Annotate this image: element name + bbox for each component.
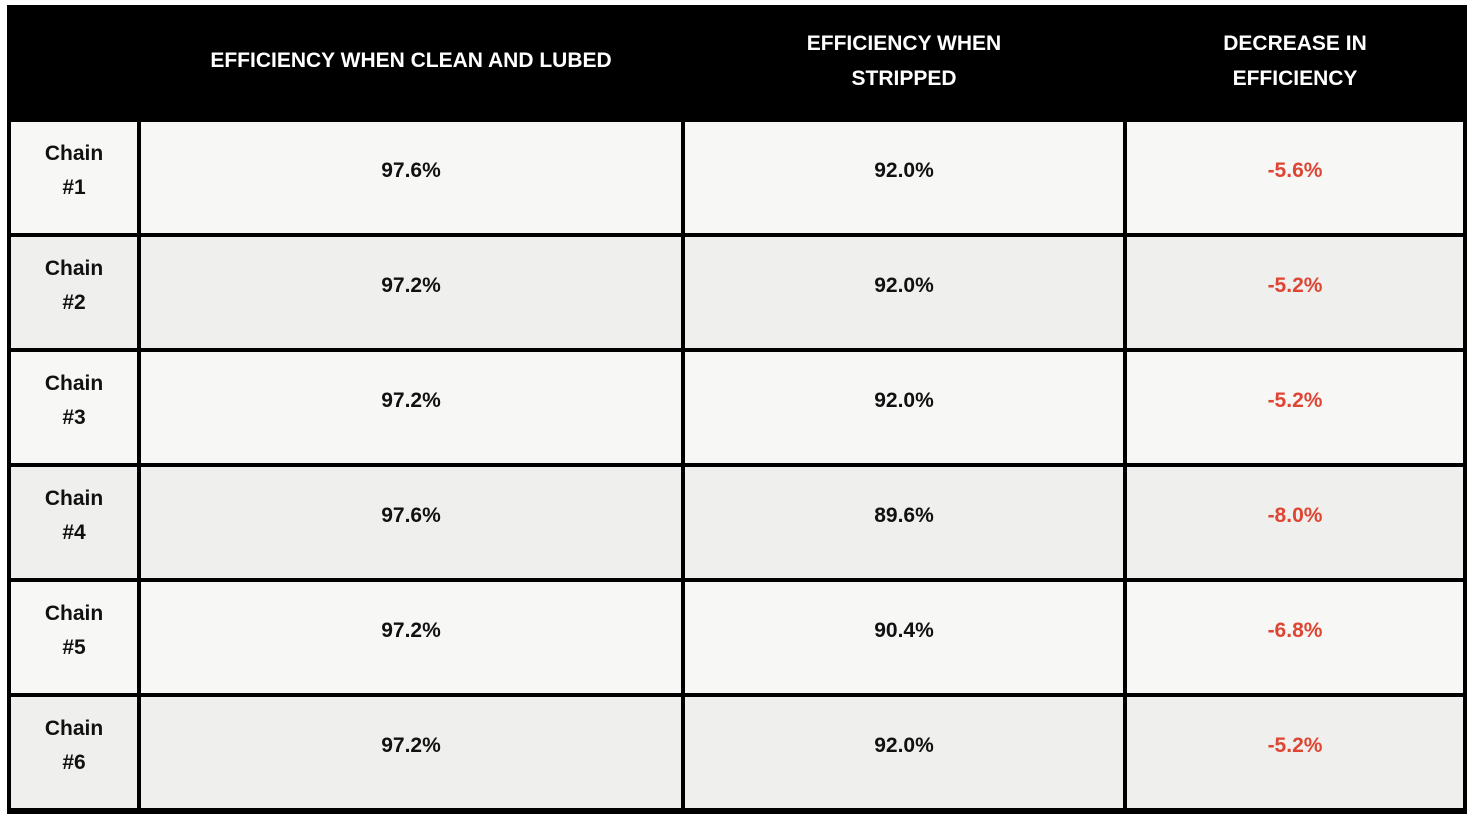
value-text: 97.6% <box>381 158 441 182</box>
row-label-chain-3: Chain #3 <box>11 352 137 463</box>
header-cell-decrease: DECREASE IN EFFICIENCY <box>1127 5 1463 118</box>
value-decrease-chain-4: -8.0% <box>1127 467 1463 578</box>
value-clean-chain-1: 97.6% <box>141 122 681 233</box>
value-stripped-chain-3: 92.0% <box>685 352 1123 463</box>
header-cell-stripped: EFFICIENCY WHEN STRIPPED <box>685 5 1123 118</box>
value-clean-chain-3: 97.2% <box>141 352 681 463</box>
value-text: 89.6% <box>874 503 934 527</box>
value-decrease-chain-2: -5.2% <box>1127 237 1463 348</box>
value-decrease-chain-5: -6.8% <box>1127 582 1463 693</box>
value-text: 90.4% <box>874 618 934 642</box>
value-text: -5.6% <box>1267 158 1323 182</box>
value-clean-chain-4: 97.6% <box>141 467 681 578</box>
row-label-chain-4: Chain #4 <box>11 467 137 578</box>
header-cell-clean-lubed: EFFICIENCY WHEN CLEAN AND LUBED <box>141 5 681 118</box>
value-text: 92.0% <box>874 733 934 757</box>
row-label-text: Chain #4 <box>44 486 104 544</box>
row-label-text: Chain #6 <box>44 716 104 774</box>
value-text: 92.0% <box>874 388 934 412</box>
header-label-decrease: DECREASE IN EFFICIENCY <box>1223 31 1367 90</box>
value-stripped-chain-5: 90.4% <box>685 582 1123 693</box>
value-text: 97.2% <box>381 273 441 297</box>
row-label-text: Chain #3 <box>44 371 104 429</box>
value-text: 97.2% <box>381 388 441 412</box>
value-text: 92.0% <box>874 273 934 297</box>
value-text: -6.8% <box>1267 618 1323 642</box>
header-label-clean-lubed: EFFICIENCY WHEN CLEAN AND LUBED <box>210 49 612 73</box>
value-stripped-chain-2: 92.0% <box>685 237 1123 348</box>
value-decrease-chain-6: -5.2% <box>1127 697 1463 808</box>
value-text: -5.2% <box>1267 733 1323 757</box>
value-clean-chain-6: 97.2% <box>141 697 681 808</box>
value-clean-chain-2: 97.2% <box>141 237 681 348</box>
value-text: 97.2% <box>381 618 441 642</box>
header-cell-empty <box>11 5 137 118</box>
row-label-text: Chain #1 <box>44 141 104 199</box>
value-text: 92.0% <box>874 158 934 182</box>
header-label-stripped: EFFICIENCY WHEN STRIPPED <box>806 31 1002 90</box>
value-text: 97.6% <box>381 503 441 527</box>
value-text: -5.2% <box>1267 273 1323 297</box>
row-label-text: Chain #2 <box>44 256 104 314</box>
value-stripped-chain-6: 92.0% <box>685 697 1123 808</box>
value-text: -8.0% <box>1267 503 1323 527</box>
efficiency-table: EFFICIENCY WHEN CLEAN AND LUBED EFFICIEN… <box>7 5 1467 814</box>
row-label-chain-2: Chain #2 <box>11 237 137 348</box>
row-label-chain-6: Chain #6 <box>11 697 137 808</box>
row-label-text: Chain #5 <box>44 601 104 659</box>
value-decrease-chain-1: -5.6% <box>1127 122 1463 233</box>
value-stripped-chain-1: 92.0% <box>685 122 1123 233</box>
value-text: -5.2% <box>1267 388 1323 412</box>
value-clean-chain-5: 97.2% <box>141 582 681 693</box>
row-label-chain-5: Chain #5 <box>11 582 137 693</box>
table-grid: EFFICIENCY WHEN CLEAN AND LUBED EFFICIEN… <box>11 5 1463 808</box>
value-stripped-chain-4: 89.6% <box>685 467 1123 578</box>
value-text: 97.2% <box>381 733 441 757</box>
row-label-chain-1: Chain #1 <box>11 122 137 233</box>
value-decrease-chain-3: -5.2% <box>1127 352 1463 463</box>
